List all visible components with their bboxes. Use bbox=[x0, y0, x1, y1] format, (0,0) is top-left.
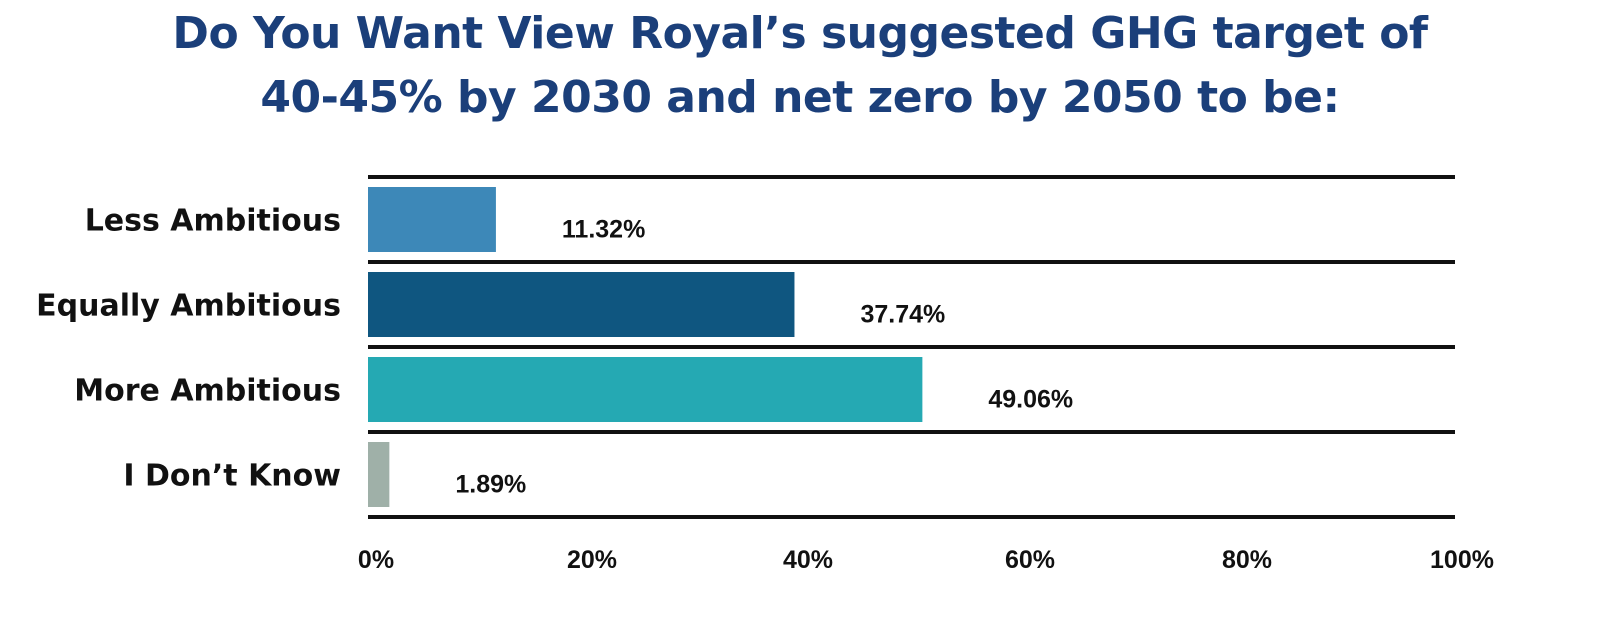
x-tick-label: 40% bbox=[783, 546, 833, 574]
x-axis-tick-labels: 0% 20% 40% 60% 80% 100% bbox=[358, 546, 1494, 574]
value-label: 1.89% bbox=[455, 471, 526, 499]
chart-title-line-1: Do You Want View Royal’s suggested GHG t… bbox=[172, 8, 1428, 59]
chart-title-line-2: 40-45% by 2030 and net zero by 2050 to b… bbox=[260, 72, 1340, 123]
category-label: I Don’t Know bbox=[123, 459, 341, 494]
bar bbox=[368, 442, 390, 507]
x-tick-label: 60% bbox=[1005, 546, 1055, 574]
separator-lines bbox=[368, 175, 1455, 519]
x-tick-label: 0% bbox=[358, 546, 394, 574]
category-label: Less Ambitious bbox=[85, 204, 341, 239]
value-label: 49.06% bbox=[988, 386, 1073, 414]
value-labels: 11.32% 37.74% 49.06% 1.89% bbox=[455, 216, 1073, 499]
x-tick-label: 80% bbox=[1222, 546, 1272, 574]
bar bbox=[368, 357, 923, 422]
value-label: 37.74% bbox=[860, 301, 945, 329]
x-tick-label: 20% bbox=[567, 546, 617, 574]
x-tick-label: 100% bbox=[1430, 546, 1494, 574]
category-labels: Less Ambitious Equally Ambitious More Ambi… bbox=[36, 204, 341, 494]
bar bbox=[368, 187, 496, 252]
category-label: More Ambitious bbox=[74, 374, 341, 409]
category-label: Equally Ambitious bbox=[36, 289, 341, 324]
bars-group bbox=[368, 187, 923, 507]
value-label: 11.32% bbox=[562, 216, 645, 244]
chart-title: Do You Want View Royal’s suggested GHG t… bbox=[0, 2, 1600, 130]
bar bbox=[368, 272, 795, 337]
